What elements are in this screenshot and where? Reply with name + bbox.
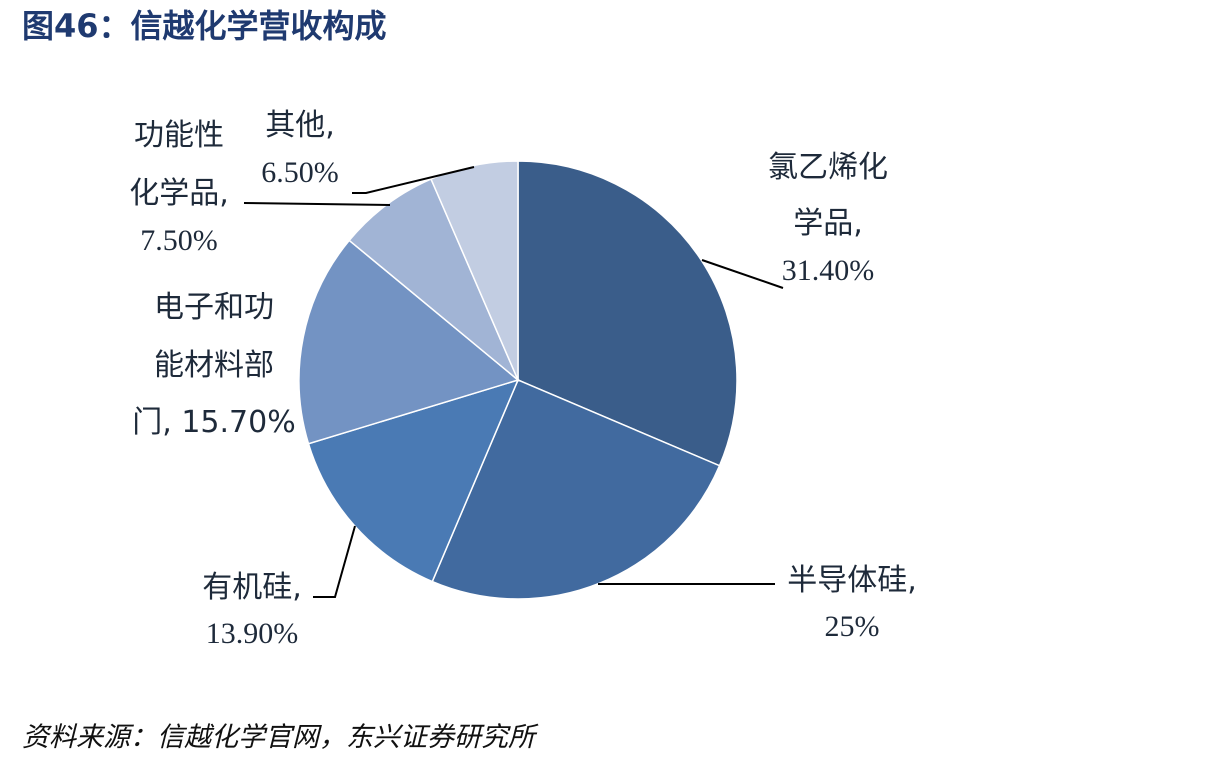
leader-line-5 — [243, 202, 391, 206]
data-label-6-line-1: 其他, — [265, 108, 335, 143]
leader-line-3 — [313, 525, 356, 598]
leader-line-1 — [701, 259, 784, 289]
data-label-2-line-1: 半导体硅, — [787, 563, 917, 598]
data-label-5-line-3: 7.50% — [140, 224, 218, 257]
leader-line-6 — [352, 166, 475, 194]
data-label-3-line-2: 13.90% — [206, 617, 299, 650]
pie-slice-1 — [517, 160, 738, 467]
pie-slices — [298, 160, 738, 600]
data-label-1-line-3: 31.40% — [782, 254, 875, 287]
data-label-6-line-2: 6.50% — [261, 156, 339, 189]
data-label-5-line-2: 化学品, — [129, 176, 229, 211]
pie-slice-6 — [430, 160, 519, 381]
data-label-2-line-2: 25% — [825, 610, 880, 643]
data-label-4-line-1: 电子和功 — [154, 290, 274, 325]
data-label-1-line-2: 学品, — [793, 206, 863, 241]
data-label-4-line-2: 能材料部 — [154, 348, 274, 383]
data-label-4-line-3: 门, 15.70% — [132, 405, 295, 440]
data-label-5-line-1: 功能性 — [134, 118, 224, 153]
chart-title: 图46：信越化学营收构成 — [22, 7, 387, 45]
source-note: 资料来源：信越化学官网，东兴证券研究所 — [22, 722, 535, 753]
data-label-3-line-1: 有机硅, — [202, 570, 302, 605]
pie-slice-4 — [298, 239, 520, 445]
data-label-1-line-1: 氯乙烯化 — [768, 150, 888, 185]
